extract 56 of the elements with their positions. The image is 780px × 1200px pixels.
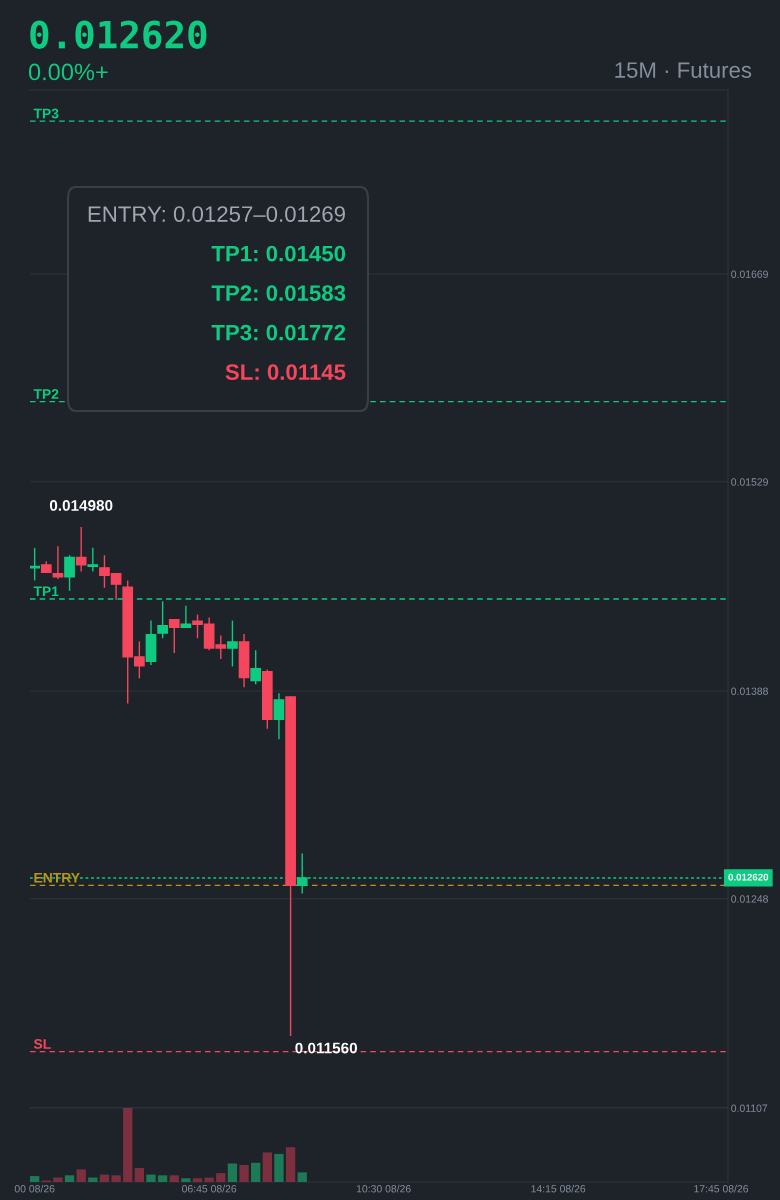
- ref-line-label: ENTRY: [34, 872, 80, 883]
- bar: [285, 1147, 296, 1182]
- candlestick: [87, 547, 99, 572]
- annotation: 0.014980: [49, 500, 113, 511]
- bar: [216, 1173, 226, 1182]
- text: 15M · Futures: [615, 62, 752, 78]
- ref-line-label: TP2: [33, 389, 59, 399]
- bar: [99, 1174, 110, 1182]
- bar: [30, 1176, 40, 1182]
- bar: [134, 1167, 145, 1182]
- annotation: SL: 0.01145: [225, 364, 346, 380]
- x-tick-label: 10:30 08/26: [356, 1184, 411, 1193]
- ref-line-label: TP1: [33, 586, 59, 597]
- y-tick-label: 0.01669: [731, 270, 768, 278]
- annotation: TP1: 0.01450: [211, 245, 346, 262]
- bar: [123, 1108, 133, 1182]
- candlestick: [273, 693, 285, 740]
- bar: [111, 1175, 121, 1182]
- bar: [64, 1175, 75, 1182]
- bar: [146, 1174, 156, 1182]
- bar: [53, 1177, 63, 1182]
- bar: [274, 1153, 284, 1182]
- bar: [157, 1175, 168, 1182]
- annotation: TP2: 0.01583: [211, 285, 346, 301]
- bar: [192, 1178, 203, 1182]
- candlestick: [64, 555, 75, 591]
- x-tick-label: 14:15 08/26: [531, 1184, 586, 1193]
- candlestick: [227, 620, 238, 667]
- annotation: ENTRY: 0.01257–0.01269: [88, 206, 345, 222]
- chart-subtitle: 0.00%+: [28, 63, 108, 81]
- candlestick: [30, 547, 41, 581]
- bar: [76, 1169, 86, 1182]
- y-tick-label: 0.01388: [731, 687, 768, 695]
- x-tick-label: 17:45 08/26: [694, 1184, 749, 1193]
- x-tick-label: 06:45 08/26: [182, 1184, 237, 1193]
- candlestick: [75, 527, 87, 572]
- candlestick: [250, 650, 262, 685]
- bar: [251, 1162, 261, 1182]
- bar: [297, 1172, 307, 1182]
- y-tick-label: 0.01107: [731, 1104, 768, 1112]
- chart-title: 0.012620: [30, 20, 207, 49]
- y-tick-label: 0.01529: [731, 478, 768, 486]
- candlestick: [168, 619, 180, 654]
- ref-line-label: TP3: [33, 108, 59, 119]
- bar: [227, 1163, 238, 1182]
- annotation: 0.011560: [295, 1042, 358, 1054]
- y-tick-label: 0.01248: [731, 895, 768, 903]
- bar: [169, 1175, 179, 1182]
- bar: [181, 1178, 191, 1182]
- bar: [239, 1164, 249, 1182]
- annotation: TP3: 0.01772: [211, 324, 346, 341]
- ref-line-label: SL: [33, 1039, 51, 1049]
- ref-line-label: 0.012620: [728, 873, 769, 881]
- x-tick-label: 00 08/26: [14, 1184, 55, 1193]
- bar: [262, 1152, 272, 1182]
- candlestick: [157, 601, 168, 639]
